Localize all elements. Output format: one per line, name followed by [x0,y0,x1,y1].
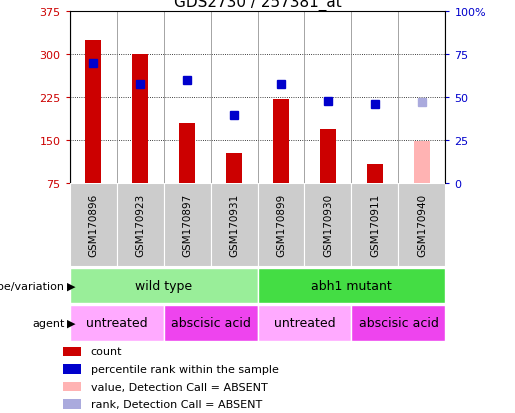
Text: GSM170931: GSM170931 [229,194,239,256]
Bar [70,184,116,266]
Text: GSM170896: GSM170896 [88,194,98,256]
Bar [63,399,81,409]
Text: abscisic acid: abscisic acid [358,317,438,330]
Text: value, Detection Call = ABSENT: value, Detection Call = ABSENT [91,382,267,392]
Bar [132,55,148,184]
Text: percentile rank within the sample: percentile rank within the sample [91,364,279,374]
Bar [63,364,81,374]
Bar [352,184,399,266]
Text: rank, Detection Call = ABSENT: rank, Detection Call = ABSENT [91,399,262,409]
Text: GSM170899: GSM170899 [276,194,286,256]
Bar [70,306,164,341]
Bar [320,130,336,184]
Text: abh1 mutant: abh1 mutant [311,280,392,292]
Text: wild type: wild type [135,280,192,292]
Text: GSM170940: GSM170940 [417,194,427,256]
Bar [399,184,445,266]
Bar [226,154,242,184]
Bar [367,165,383,184]
Bar [63,347,81,356]
Text: abscisic acid: abscisic acid [170,317,250,330]
Bar [258,306,352,341]
Bar [85,41,101,184]
Text: GSM170923: GSM170923 [135,194,145,256]
Bar [273,100,289,184]
Bar [116,184,164,266]
Bar [164,306,258,341]
Text: ▶: ▶ [67,318,76,328]
Text: count: count [91,347,122,356]
Text: agent: agent [32,318,64,328]
Bar [211,184,258,266]
Bar [164,184,211,266]
Bar [179,124,195,184]
Bar [258,268,445,304]
Bar [70,268,258,304]
Bar [258,184,304,266]
Bar [414,142,430,184]
Text: GSM170911: GSM170911 [370,194,380,256]
Text: GSM170897: GSM170897 [182,194,192,256]
Bar [304,184,352,266]
Text: untreated: untreated [85,317,147,330]
Text: GSM170930: GSM170930 [323,194,333,256]
Bar [352,306,445,341]
Text: untreated: untreated [273,317,335,330]
Bar [63,382,81,392]
Text: genotype/variation: genotype/variation [0,281,64,291]
Text: ▶: ▶ [67,281,76,291]
Title: GDS2730 / 257381_at: GDS2730 / 257381_at [174,0,341,11]
